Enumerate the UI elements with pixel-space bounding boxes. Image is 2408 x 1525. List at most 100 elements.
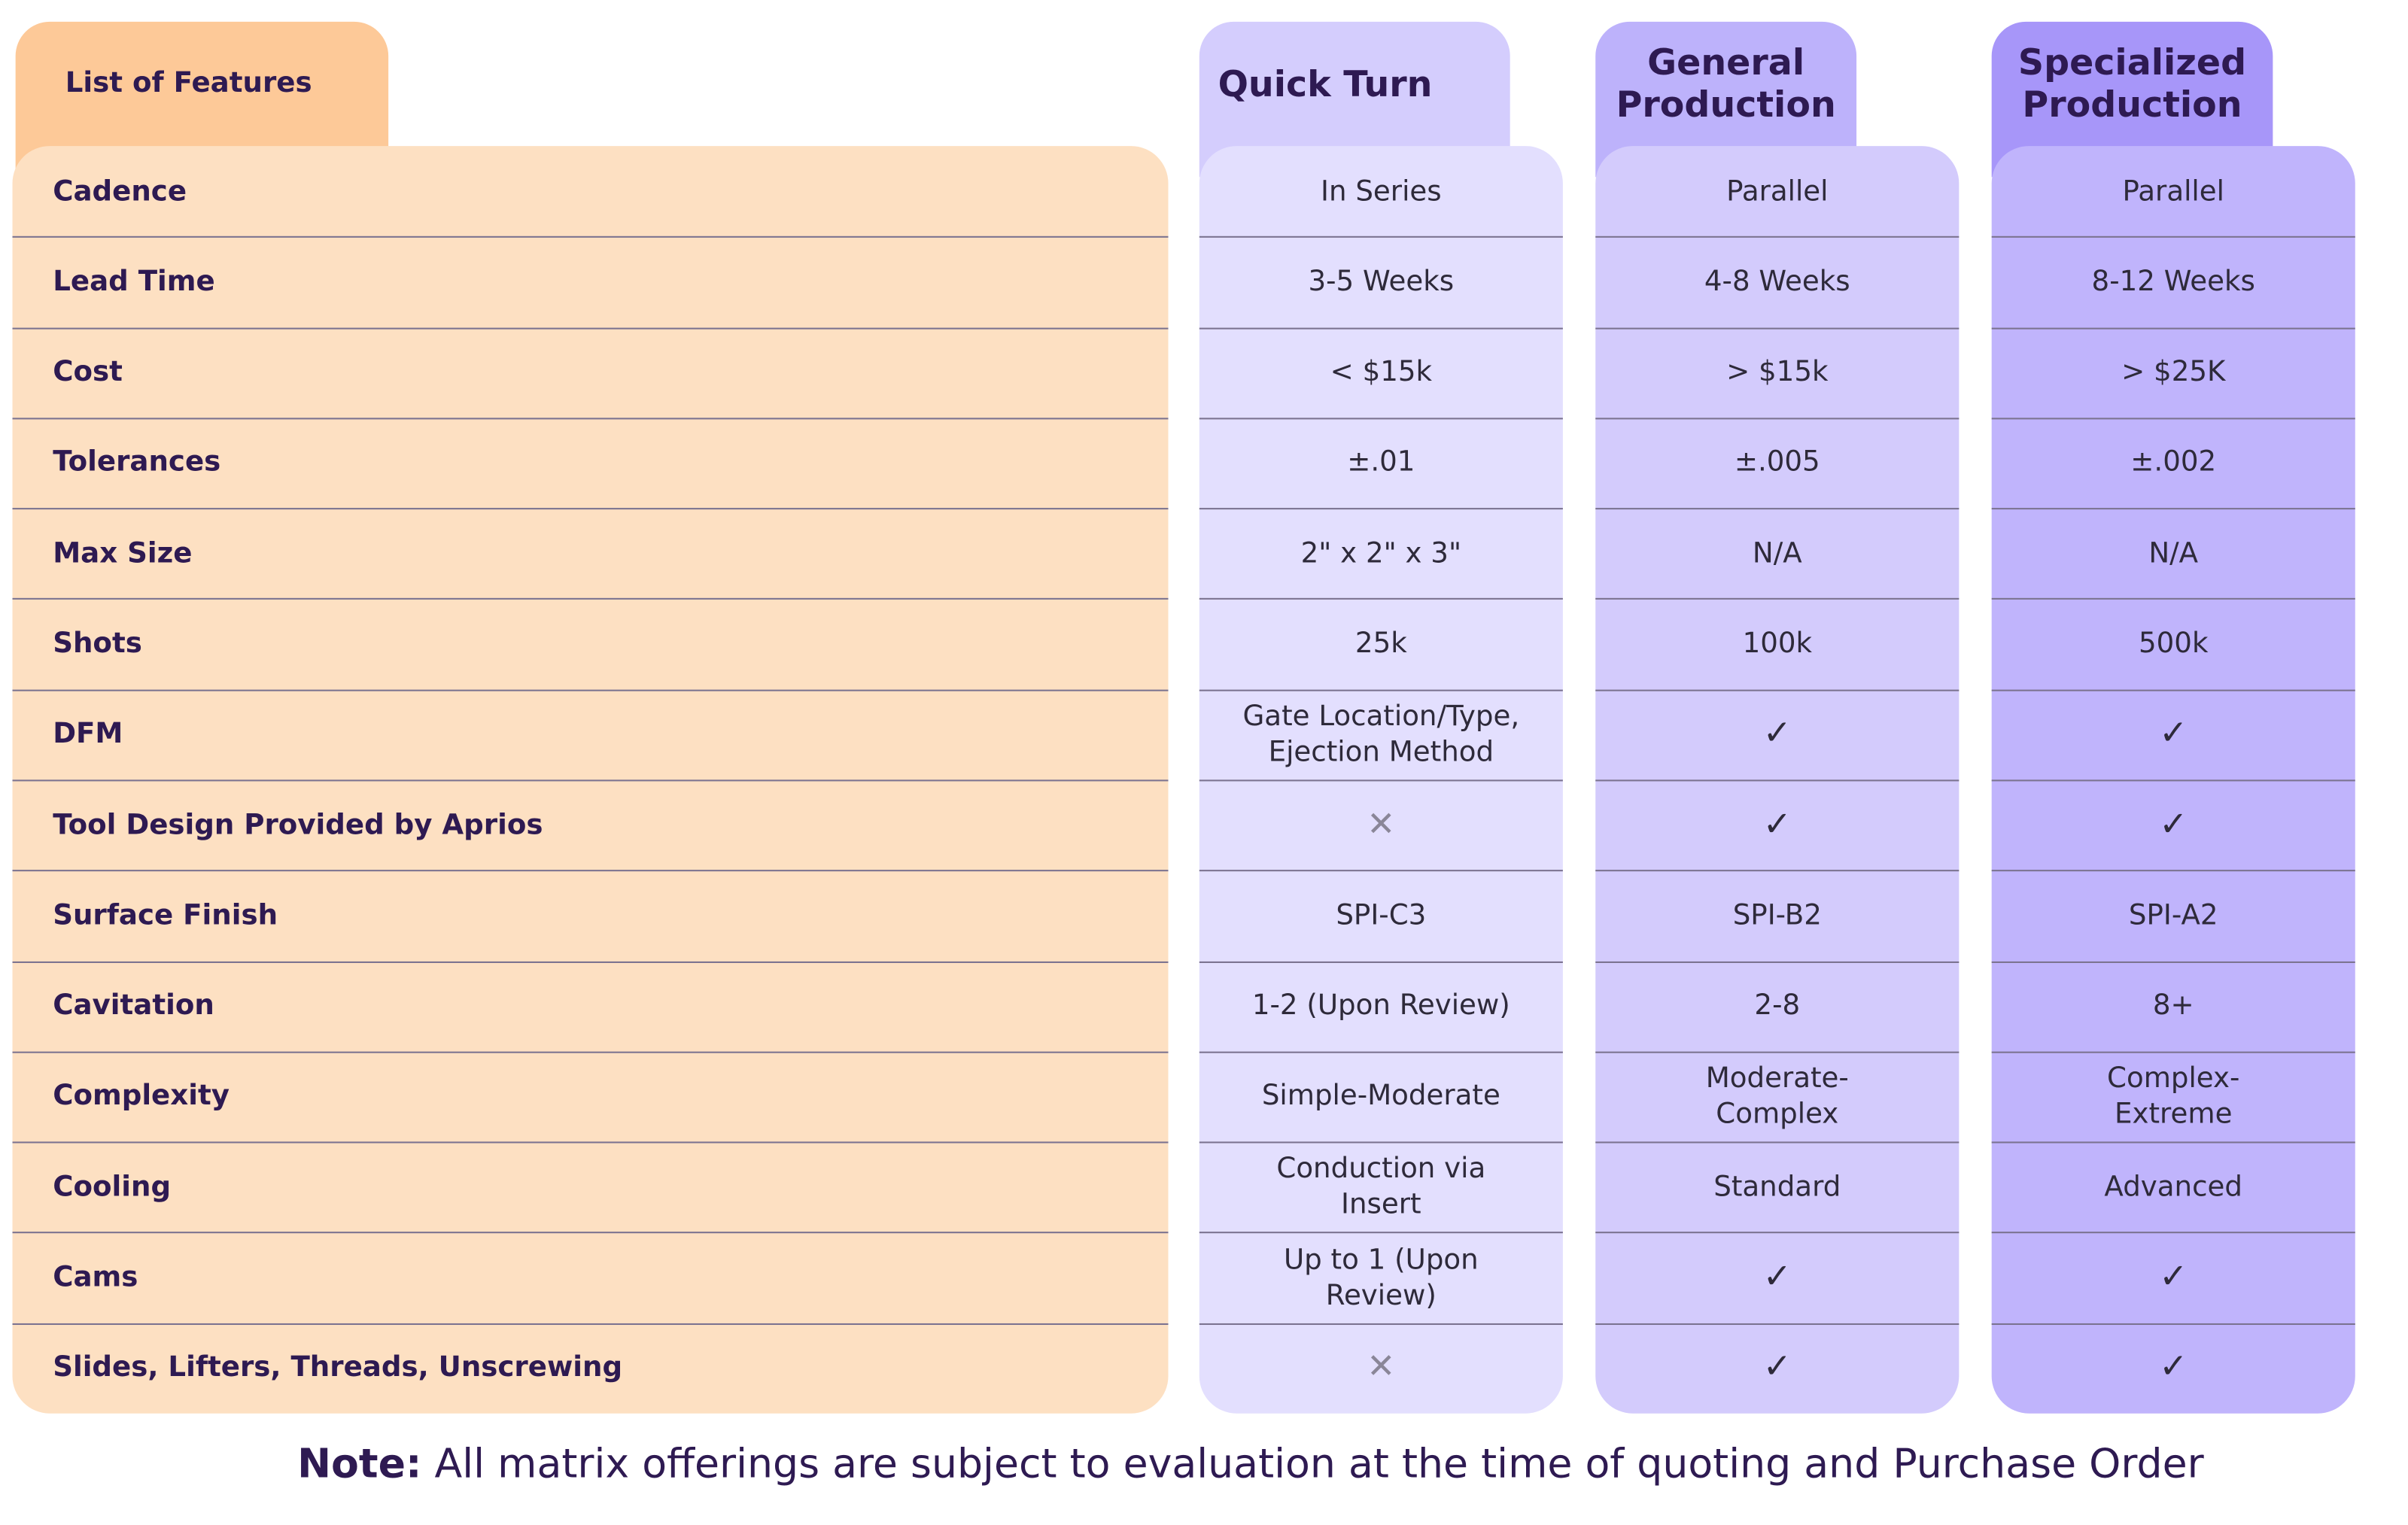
row-divider: [1595, 961, 1960, 963]
cell-text: Advanced: [2104, 1171, 2243, 1204]
row-divider: [1991, 508, 2355, 510]
feature-label: Cost: [53, 356, 123, 389]
cell-text: 2" x 2" x 3": [1300, 536, 1462, 570]
row-divider: [1991, 689, 2355, 691]
feature-label: Cadence: [53, 175, 187, 208]
cell: > $15k: [1595, 327, 1959, 418]
feature-label: Max Size: [53, 536, 193, 570]
cell: Parallel: [1595, 146, 1959, 236]
cell: Complex-Extreme: [1992, 1051, 2355, 1141]
row-divider: [1199, 508, 1563, 510]
row-divider: [1595, 418, 1960, 420]
cell: SPI-B2: [1595, 870, 1959, 961]
row-divider: [1991, 870, 2355, 872]
row-divider: [12, 779, 1169, 782]
cell-text: > $25K: [2121, 356, 2226, 389]
column-header: General Production: [1616, 43, 1836, 126]
feature-label: DFM: [53, 718, 123, 751]
check-icon: ✓: [1762, 1348, 1792, 1388]
cell: Simple-Moderate: [1199, 1051, 1563, 1141]
cell: Parallel: [1992, 146, 2355, 236]
row-divider: [1595, 508, 1960, 510]
cell-text: SPI-C3: [1336, 899, 1427, 932]
feature-label: Cavitation: [53, 989, 214, 1022]
cell: Gate Location/Type, Ejection Method: [1199, 689, 1563, 779]
cell: 25k: [1199, 599, 1563, 689]
cell: ✓: [1595, 1232, 1959, 1323]
cell-text: ±.005: [1734, 446, 1820, 479]
cell-text: Gate Location/Type, Ejection Method: [1242, 700, 1520, 769]
cell-text: 4-8 Weeks: [1704, 265, 1850, 299]
cell: 4-8 Weeks: [1595, 236, 1959, 327]
row-divider: [12, 508, 1169, 510]
cell: 8-12 Weeks: [1992, 236, 2355, 327]
cell: N/A: [1595, 508, 1959, 598]
row-divider: [1595, 1232, 1960, 1235]
cell: ±.005: [1595, 418, 1959, 508]
cell: ±.01: [1199, 418, 1563, 508]
cell: ✓: [1595, 1323, 1959, 1413]
column-header: Specialized Production: [2017, 43, 2247, 126]
cell: 3-5 Weeks: [1199, 236, 1563, 327]
cell-text: N/A: [2148, 536, 2199, 570]
feature-label: Tool Design Provided by Aprios: [53, 808, 543, 842]
row-divider: [1991, 1232, 2355, 1235]
row-divider: [12, 1323, 1169, 1325]
cell-text: 3-5 Weeks: [1308, 265, 1455, 299]
feature-label: Surface Finish: [53, 899, 278, 932]
cell-text: 2-8: [1754, 989, 1801, 1022]
cell-text: Parallel: [1726, 175, 1829, 208]
row-divider: [1595, 779, 1960, 782]
cell-text: N/A: [1752, 536, 1802, 570]
check-icon: ✓: [2159, 1258, 2188, 1297]
cell-text: Up to 1 (Upon Review): [1283, 1243, 1479, 1312]
cell: ±.002: [1992, 418, 2355, 508]
cell-text: Conduction via Insert: [1276, 1153, 1486, 1222]
cell: < $15k: [1199, 327, 1563, 418]
row-divider: [12, 236, 1169, 238]
check-icon: ✓: [1762, 805, 1792, 845]
row-divider: [12, 870, 1169, 872]
cell: 2" x 2" x 3": [1199, 508, 1563, 598]
cell: Conduction via Insert: [1199, 1142, 1563, 1232]
cell: ✓: [1992, 689, 2355, 779]
row-divider: [1991, 236, 2355, 238]
cell: Moderate-Complex: [1595, 1051, 1959, 1141]
row-divider: [1991, 1141, 2355, 1144]
row-divider: [12, 961, 1169, 963]
cell: SPI-C3: [1199, 870, 1563, 961]
row-divider: [1199, 1323, 1563, 1325]
cell-text: 25k: [1354, 627, 1407, 661]
row-divider: [1991, 961, 2355, 963]
cell-text: ±.01: [1347, 446, 1415, 479]
row-divider: [1199, 1232, 1563, 1235]
row-divider: [1595, 598, 1960, 600]
row-divider: [1595, 236, 1960, 238]
feature-label: Tolerances: [53, 446, 221, 479]
feature-label: Cams: [53, 1261, 138, 1294]
feature-label: Cooling: [53, 1171, 172, 1204]
check-icon: ✓: [2159, 805, 2188, 845]
cell: ✓: [1595, 689, 1959, 779]
cell-text: 500k: [2139, 627, 2209, 661]
row-divider: [12, 1051, 1169, 1053]
cell-text: ±.002: [2130, 446, 2217, 479]
row-divider: [1199, 870, 1563, 872]
cross-icon: ✕: [1367, 805, 1396, 845]
cell-text: > $15k: [1726, 356, 1829, 389]
row-divider: [1595, 1051, 1960, 1053]
cell-text: Parallel: [2122, 175, 2224, 208]
cell: 500k: [1992, 599, 2355, 689]
note-label: Note:: [297, 1441, 422, 1488]
cell-text: SPI-A2: [2128, 899, 2218, 932]
check-icon: ✓: [2159, 715, 2188, 754]
footnote: Note: All matrix offerings are subject t…: [0, 1441, 2408, 1488]
cell: 1-2 (Upon Review): [1199, 961, 1563, 1051]
row-divider: [12, 327, 1169, 329]
cell-text: In Series: [1321, 175, 1442, 208]
row-divider: [1991, 1051, 2355, 1053]
row-divider: [1991, 779, 2355, 782]
cell-text: 8-12 Weeks: [2091, 265, 2255, 299]
cell: > $25K: [1992, 327, 2355, 418]
cell-text: 8+: [2152, 989, 2194, 1022]
